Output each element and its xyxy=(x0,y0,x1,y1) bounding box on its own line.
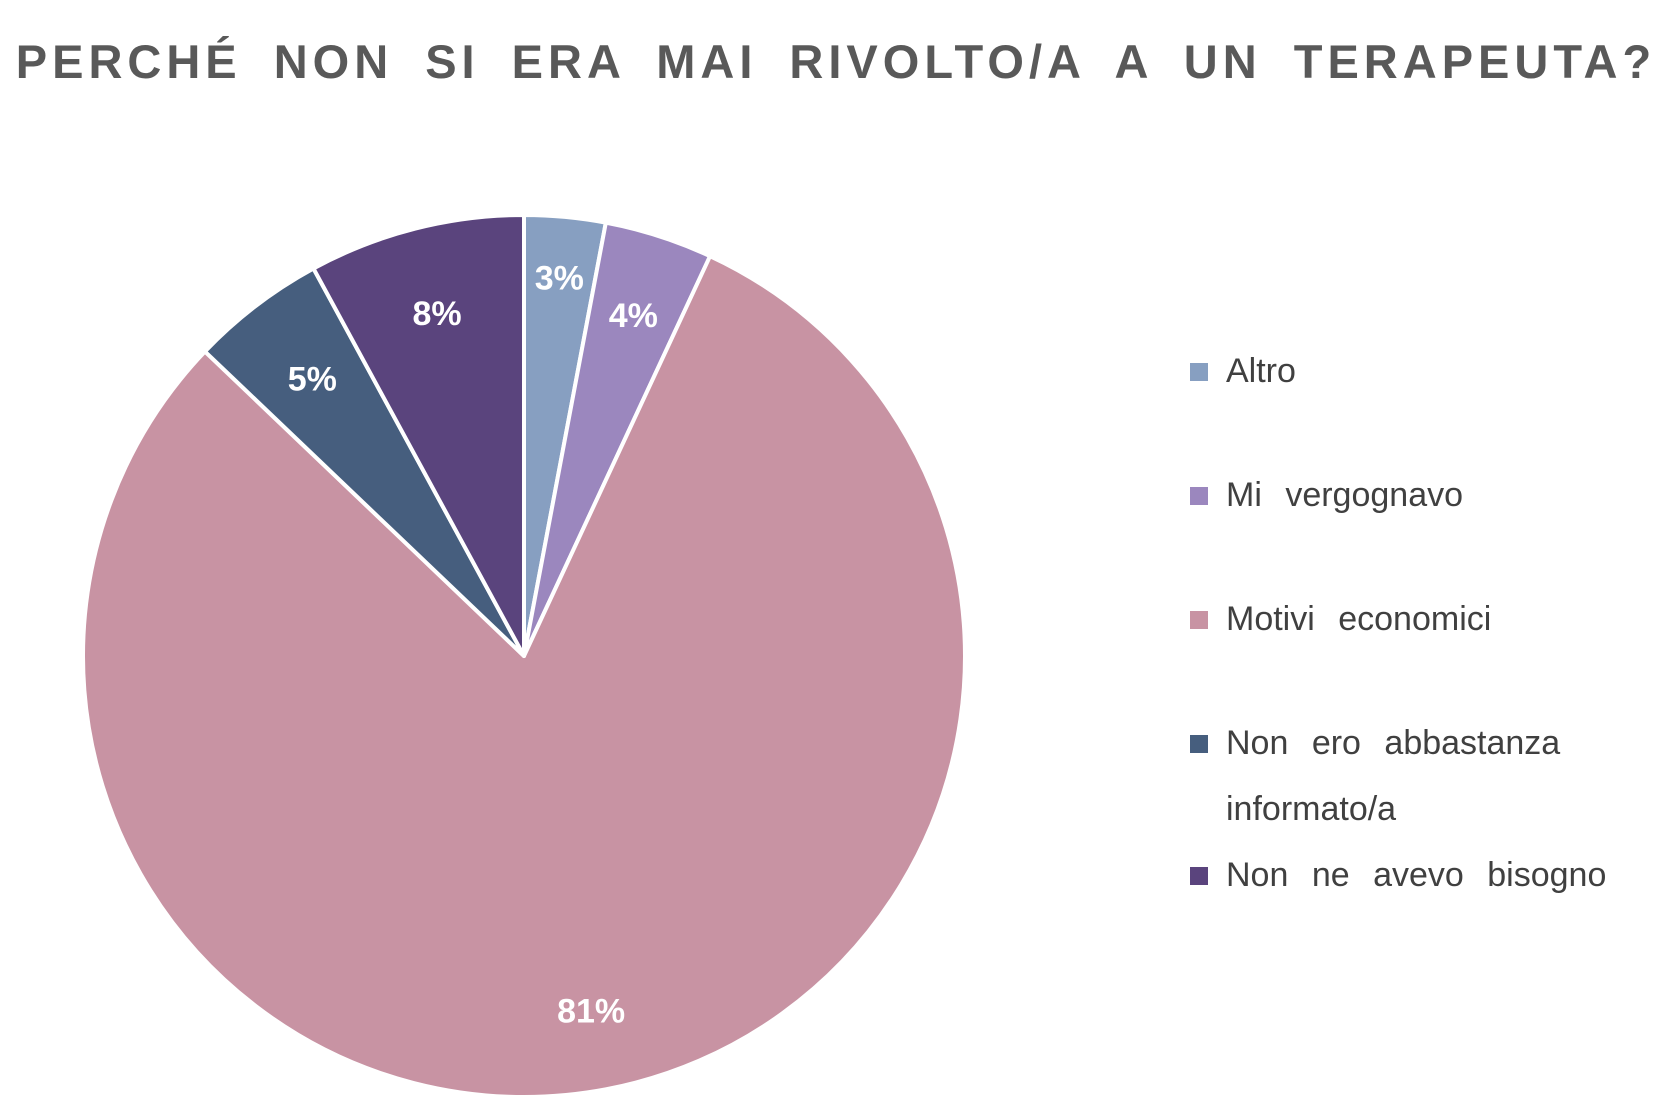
legend-label-altro: Altro xyxy=(1226,352,1296,390)
pie-label-non-informato: 5% xyxy=(288,360,337,398)
legend-item-motivi-economici: Motivi economici xyxy=(1190,586,1660,652)
chart-title: PERCHÉ NON SI ERA MAI RIVOLTO/A A UN TER… xyxy=(15,35,1657,88)
pie-label-mi-vergognavo: 4% xyxy=(609,297,658,335)
legend-swatch-altro xyxy=(1190,363,1208,381)
pie-label-altro: 3% xyxy=(535,259,584,297)
legend-swatch-non-bisogno xyxy=(1190,867,1208,885)
pie-slice-motivi-economici xyxy=(81,254,967,1099)
legend-label-motivi-economici: Motivi economici xyxy=(1226,600,1492,638)
legend-item-non-bisogno: Non ne avevo bisogno xyxy=(1190,842,1660,908)
legend-swatch-motivi-economici xyxy=(1190,611,1208,629)
pie-label-non-bisogno: 8% xyxy=(413,295,462,333)
pie-label-motivi-economici: 81% xyxy=(557,992,625,1030)
legend-label-mi-vergognavo: Mi vergognavo xyxy=(1226,476,1464,514)
chart-legend: Altro Mi vergognavo Motivi economici Non… xyxy=(1190,338,1660,966)
legend-swatch-non-informato xyxy=(1190,735,1208,753)
legend-item-altro: Altro xyxy=(1190,338,1660,404)
legend-label-non-informato: Non ero abbastanza informato/a xyxy=(1226,724,1561,828)
legend-label-non-bisogno: Non ne avevo bisogno xyxy=(1226,856,1607,894)
legend-swatch-mi-vergognavo xyxy=(1190,487,1208,505)
pie-slice-non-bisogno xyxy=(311,213,526,658)
legend-item-non-informato: Non ero abbastanza informato/a xyxy=(1190,710,1660,842)
legend-item-mi-vergognavo: Mi vergognavo xyxy=(1190,462,1660,528)
